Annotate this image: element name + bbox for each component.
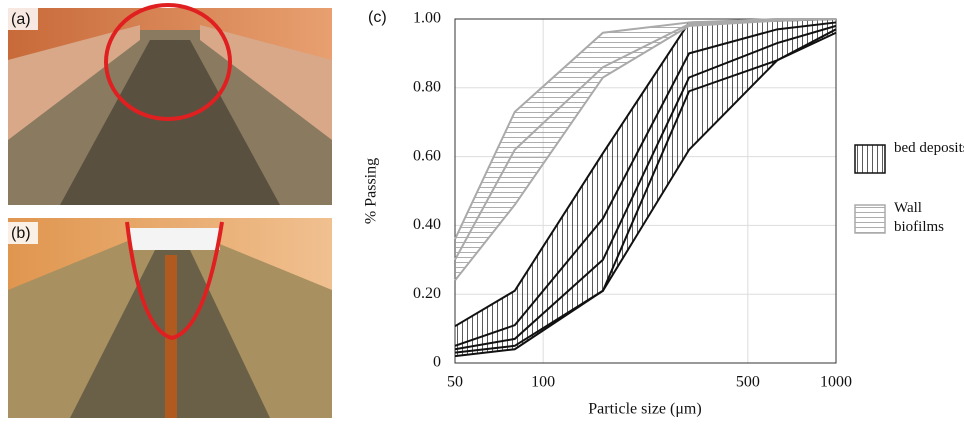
y-tick-label: 0.80 <box>413 78 441 95</box>
hatched-band <box>455 19 836 357</box>
plot-frame <box>454 18 837 364</box>
photo-b <box>8 218 332 418</box>
curve <box>454 24 837 351</box>
x-tick-label: 1000 <box>820 374 852 391</box>
legend-swatch <box>854 144 886 174</box>
x-axis-label: Particle size (μm) <box>588 401 701 418</box>
y-axis-label: % Passing <box>363 158 380 224</box>
legend-label: bed deposits <box>894 140 964 156</box>
x-tick-label: 500 <box>736 374 760 391</box>
panel-label: (c) <box>368 9 387 26</box>
y-tick-label: 0.40 <box>413 216 441 233</box>
panel-label: (a) <box>11 11 31 28</box>
y-tick-label: 0.60 <box>413 147 441 164</box>
panel-label: (b) <box>11 225 31 242</box>
y-tick-label: 0 <box>433 354 441 371</box>
x-tick-label: 100 <box>531 374 555 391</box>
y-tick-label: 1.00 <box>413 10 441 27</box>
curve <box>454 18 836 261</box>
hatched-band <box>455 19 836 281</box>
legend-label: Wall biofilms <box>894 200 945 235</box>
curve <box>454 31 837 358</box>
legend-swatch <box>854 204 886 234</box>
y-tick-label: 0.20 <box>413 285 441 302</box>
photo-a <box>8 3 332 205</box>
x-tick-label: 50 <box>447 374 463 391</box>
curve <box>454 18 837 282</box>
curve <box>454 21 837 347</box>
